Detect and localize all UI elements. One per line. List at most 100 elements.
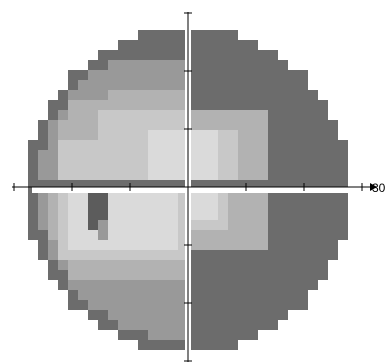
field-cell bbox=[118, 70, 128, 80]
field-cell bbox=[78, 120, 88, 130]
field-cell bbox=[168, 280, 178, 290]
field-cell bbox=[38, 220, 48, 230]
field-cell bbox=[238, 270, 248, 280]
field-cell bbox=[118, 40, 128, 50]
field-cell bbox=[28, 200, 38, 210]
field-cell bbox=[88, 250, 98, 260]
field-cell bbox=[238, 150, 248, 160]
field-cell bbox=[128, 60, 138, 70]
field-cell bbox=[248, 260, 258, 270]
field-cell bbox=[218, 130, 228, 140]
field-cell bbox=[158, 330, 168, 340]
field-cell bbox=[218, 320, 228, 330]
field-cell bbox=[188, 340, 198, 350]
field-cell bbox=[168, 250, 178, 260]
field-cell bbox=[138, 180, 148, 190]
field-cell bbox=[68, 210, 78, 220]
field-cell bbox=[308, 170, 318, 180]
field-cell bbox=[168, 220, 178, 230]
field-cell bbox=[218, 30, 228, 40]
field-cell bbox=[68, 300, 78, 310]
field-cell bbox=[228, 340, 238, 350]
field-cell bbox=[138, 320, 148, 330]
field-cell bbox=[48, 180, 58, 190]
field-cell bbox=[338, 180, 348, 190]
field-cell bbox=[188, 270, 198, 280]
field-cell bbox=[48, 150, 58, 160]
field-cell bbox=[208, 80, 218, 90]
field-cell bbox=[48, 230, 58, 240]
field-cell bbox=[88, 190, 98, 200]
field-cell bbox=[138, 290, 148, 300]
field-cell bbox=[208, 300, 218, 310]
field-cell bbox=[178, 110, 188, 120]
field-cell bbox=[228, 170, 238, 180]
field-cell bbox=[218, 160, 228, 170]
field-cell bbox=[178, 60, 188, 70]
field-cell bbox=[78, 150, 88, 160]
field-cell bbox=[88, 170, 98, 180]
field-cell bbox=[278, 260, 288, 270]
field-cell bbox=[158, 100, 168, 110]
field-cell bbox=[228, 250, 238, 260]
field-cell bbox=[258, 220, 268, 230]
field-cell bbox=[88, 100, 98, 110]
field-cell bbox=[318, 240, 328, 250]
field-cell bbox=[38, 210, 48, 220]
field-cell bbox=[298, 100, 308, 110]
field-cell bbox=[248, 310, 258, 320]
field-cell bbox=[28, 190, 38, 200]
field-cell bbox=[88, 80, 98, 90]
field-cell bbox=[128, 80, 138, 90]
field-cell bbox=[108, 280, 118, 290]
field-cell bbox=[88, 120, 98, 130]
field-cell bbox=[278, 210, 288, 220]
field-cell bbox=[88, 270, 98, 280]
field-cell bbox=[148, 280, 158, 290]
field-cell bbox=[208, 210, 218, 220]
field-cell bbox=[208, 340, 218, 350]
field-cell bbox=[218, 50, 228, 60]
field-cell bbox=[288, 90, 298, 100]
field-cell bbox=[128, 320, 138, 330]
field-cell bbox=[98, 160, 108, 170]
field-cell bbox=[148, 40, 158, 50]
field-cell bbox=[248, 90, 258, 100]
field-cell bbox=[288, 220, 298, 230]
field-cell bbox=[308, 270, 318, 280]
field-cell bbox=[78, 160, 88, 170]
field-cell bbox=[288, 120, 298, 130]
field-cell bbox=[298, 280, 308, 290]
field-cell bbox=[208, 100, 218, 110]
field-cell bbox=[108, 260, 118, 270]
field-cell bbox=[248, 160, 258, 170]
field-cell bbox=[218, 200, 228, 210]
field-cell bbox=[148, 90, 158, 100]
field-cell bbox=[218, 90, 228, 100]
field-cell bbox=[338, 160, 348, 170]
field-cell bbox=[108, 150, 118, 160]
field-cell bbox=[38, 160, 48, 170]
field-cell bbox=[128, 100, 138, 110]
field-cell bbox=[218, 230, 228, 240]
field-cell bbox=[288, 280, 298, 290]
field-cell bbox=[238, 120, 248, 130]
field-cell bbox=[68, 90, 78, 100]
field-cell bbox=[248, 300, 258, 310]
field-cell bbox=[98, 280, 108, 290]
field-cell bbox=[168, 90, 178, 100]
field-cell bbox=[318, 110, 328, 120]
field-cell bbox=[88, 150, 98, 160]
field-cell bbox=[188, 190, 198, 200]
field-cell bbox=[178, 250, 188, 260]
field-cell bbox=[258, 210, 268, 220]
field-cell bbox=[98, 200, 108, 210]
field-cell bbox=[168, 100, 178, 110]
field-cell bbox=[48, 100, 58, 110]
field-cell bbox=[298, 260, 308, 270]
field-cell bbox=[98, 130, 108, 140]
field-cell bbox=[48, 270, 58, 280]
field-cell bbox=[308, 180, 318, 190]
field-cell bbox=[108, 70, 118, 80]
field-cell bbox=[298, 250, 308, 260]
